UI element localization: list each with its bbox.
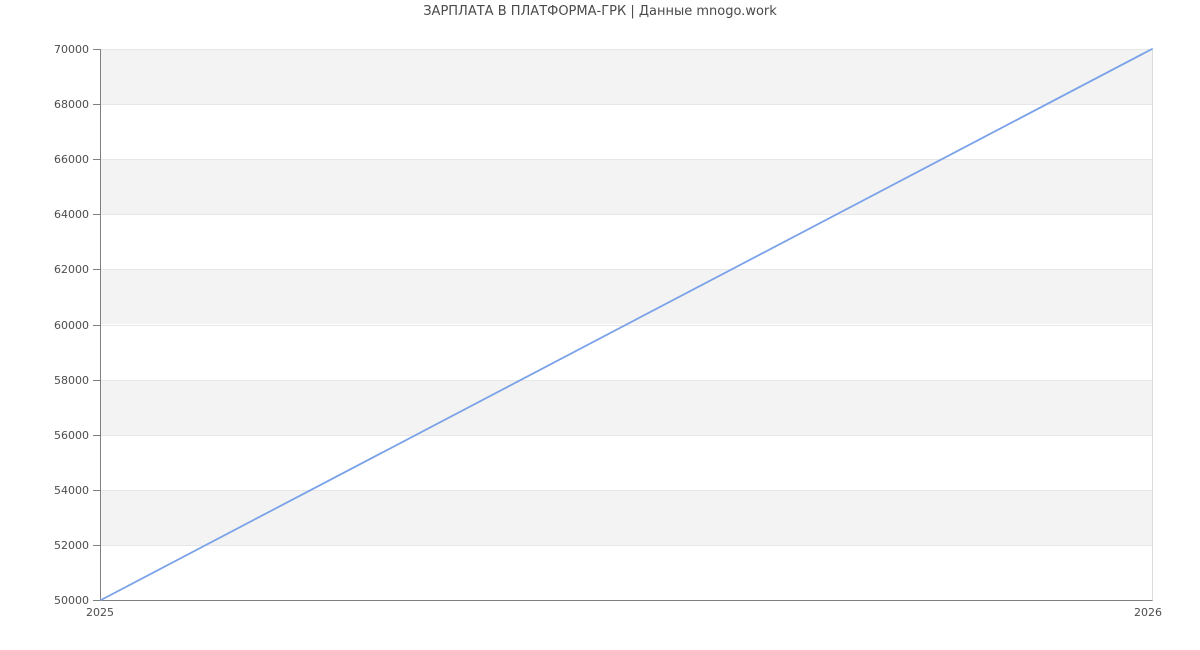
x-tick-label: 2026 (1134, 606, 1162, 619)
y-tick-mark (93, 380, 100, 381)
y-tick-label: 68000 (54, 98, 89, 111)
y-tick-label: 66000 (54, 153, 89, 166)
grid-band (101, 379, 1152, 435)
y-tick-label: 62000 (54, 263, 89, 276)
grid-band (101, 214, 1152, 270)
y-tick-mark (93, 159, 100, 160)
y-tick-label: 60000 (54, 319, 89, 332)
y-tick-mark (93, 214, 100, 215)
y-tick-label: 58000 (54, 374, 89, 387)
y-tick-mark (93, 104, 100, 105)
y-tick-label: 64000 (54, 208, 89, 221)
grid-band (101, 434, 1152, 490)
series-line (100, 48, 1153, 601)
grid-band (101, 544, 1152, 600)
y-tick-mark (93, 269, 100, 270)
y-tick-label: 54000 (54, 484, 89, 497)
y-tick-label: 70000 (54, 43, 89, 56)
y-tick-mark (93, 49, 100, 50)
y-tick-mark (93, 600, 100, 601)
grid-band (101, 489, 1152, 545)
y-tick-mark (93, 545, 100, 546)
y-tick-mark (93, 325, 100, 326)
grid-band (101, 269, 1152, 325)
y-tick-label: 56000 (54, 429, 89, 442)
grid-band (101, 324, 1152, 380)
grid-band (101, 104, 1152, 160)
y-tick-mark (93, 435, 100, 436)
y-tick-mark (93, 490, 100, 491)
plot-area (100, 48, 1153, 601)
grid-band (101, 159, 1152, 215)
x-tick-label: 2025 (86, 606, 114, 619)
chart-title: ЗАРПЛАТА В ПЛАТФОРМА-ГРК | Данные mnogo.… (423, 4, 777, 19)
y-tick-label: 50000 (54, 594, 89, 607)
grid-band (101, 49, 1152, 105)
series-svg (100, 48, 1153, 601)
y-tick-label: 52000 (54, 539, 89, 552)
